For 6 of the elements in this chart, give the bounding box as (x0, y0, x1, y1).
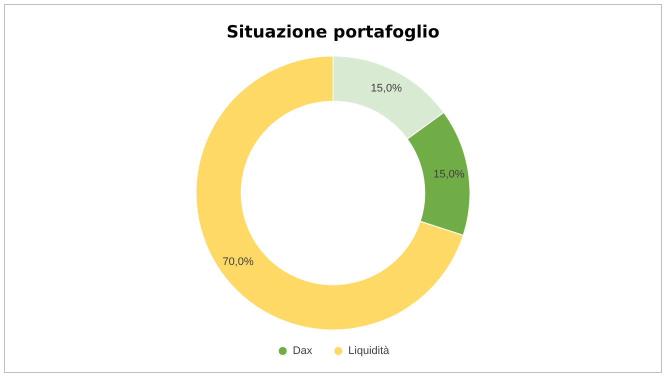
legend-label: Liquidità (348, 345, 390, 357)
data-label: 15,0% (433, 168, 465, 181)
data-label: 70,0% (222, 256, 254, 268)
chart-title: Situazione portafoglio (226, 22, 440, 42)
legend-label: Dax (292, 345, 313, 357)
data-label: 15,0% (370, 82, 402, 94)
